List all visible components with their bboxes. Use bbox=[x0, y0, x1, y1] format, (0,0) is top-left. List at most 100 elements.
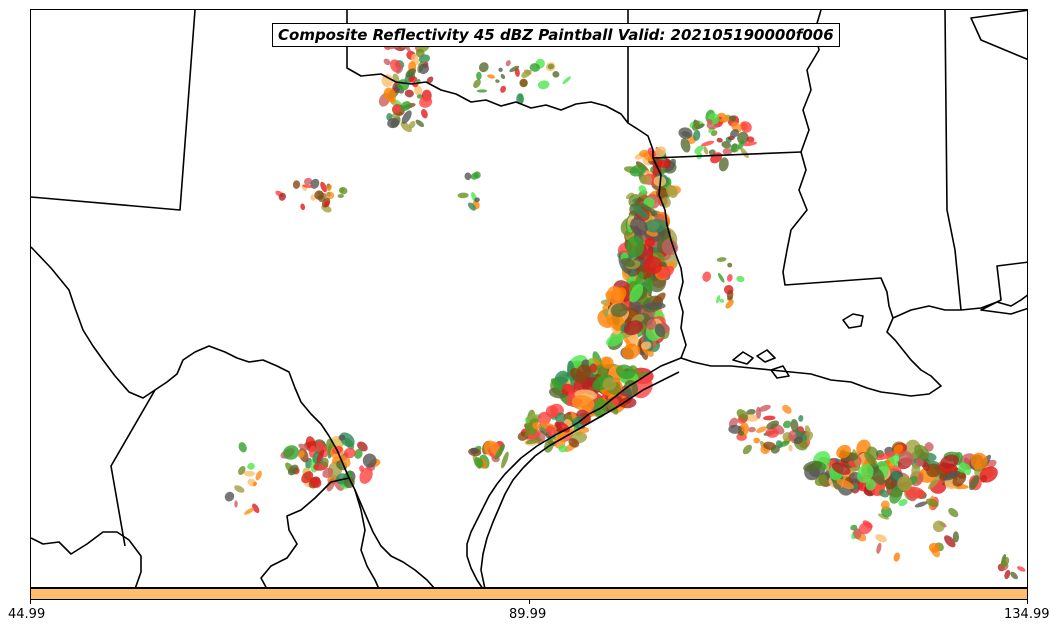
reflectivity-blob bbox=[746, 136, 755, 143]
reflectivity-blob bbox=[550, 378, 563, 391]
reflectivity-blob bbox=[693, 129, 701, 141]
reflectivity-blob bbox=[519, 78, 528, 88]
reflectivity-blob bbox=[1016, 566, 1026, 572]
colorbar-tick bbox=[529, 600, 530, 604]
reflectivity-blob bbox=[716, 257, 727, 262]
reflectivity-blob bbox=[1010, 571, 1018, 580]
reflectivity-blob bbox=[252, 481, 257, 487]
reflectivity-blob bbox=[646, 319, 657, 330]
reflectivity-blob bbox=[788, 444, 793, 452]
reflectivity-blob bbox=[326, 184, 332, 192]
reflectivity-paintballs bbox=[224, 35, 1026, 580]
reflectivity-blob bbox=[728, 115, 737, 122]
reflectivity-blob bbox=[865, 479, 876, 491]
reflectivity-blob bbox=[464, 172, 472, 181]
colorbar bbox=[30, 588, 1028, 600]
reflectivity-blob bbox=[814, 474, 828, 486]
reflectivity-blob bbox=[525, 437, 543, 445]
reflectivity-blob bbox=[630, 217, 648, 236]
reflectivity-blob bbox=[303, 177, 313, 186]
reflectivity-blob bbox=[495, 79, 500, 83]
reflectivity-blob bbox=[702, 271, 712, 282]
reflectivity-blob bbox=[665, 158, 676, 172]
reflectivity-blob bbox=[915, 457, 924, 467]
reflectivity-blob bbox=[601, 356, 614, 369]
reflectivity-blob bbox=[473, 79, 481, 88]
reflectivity-blob bbox=[545, 405, 559, 418]
reflectivity-blob bbox=[853, 528, 862, 540]
reflectivity-blob bbox=[589, 363, 598, 373]
reflectivity-blob bbox=[392, 103, 401, 114]
reflectivity-blob bbox=[624, 379, 639, 396]
reflectivity-blob bbox=[730, 143, 740, 153]
reflectivity-blob bbox=[606, 399, 619, 415]
reflectivity-blob bbox=[297, 450, 305, 458]
reflectivity-blob bbox=[383, 87, 397, 102]
reflectivity-blob bbox=[494, 444, 505, 460]
state-border-nw bbox=[31, 10, 196, 211]
reflectivity-blob bbox=[562, 76, 571, 85]
reflectivity-blob bbox=[658, 159, 669, 169]
reflectivity-blob bbox=[793, 436, 803, 445]
reflectivity-blob bbox=[426, 76, 434, 84]
map-canvas bbox=[31, 10, 1027, 587]
reflectivity-blob bbox=[948, 508, 959, 518]
reflectivity-blob bbox=[878, 489, 889, 498]
reflectivity-blob bbox=[1000, 556, 1010, 568]
reflectivity-blob bbox=[283, 445, 300, 460]
reflectivity-blob bbox=[505, 60, 511, 67]
map-panel: Composite Reflectivity 45 dBZ Paintball … bbox=[30, 9, 1028, 588]
reflectivity-blob bbox=[629, 164, 647, 177]
reflectivity-blob bbox=[870, 466, 885, 486]
reflectivity-blob bbox=[524, 428, 532, 438]
reflectivity-blob bbox=[726, 289, 734, 301]
louisiana-coast bbox=[680, 294, 1027, 397]
reflectivity-blob bbox=[339, 186, 348, 195]
reflectivity-blob bbox=[621, 343, 641, 360]
texas-coast bbox=[466, 357, 682, 587]
reflectivity-blob bbox=[726, 274, 733, 282]
reflectivity-blob bbox=[287, 464, 299, 476]
state-border-tx-la bbox=[652, 150, 687, 359]
louisiana-lakes bbox=[842, 313, 864, 329]
reflectivity-blob bbox=[247, 462, 255, 470]
reflectivity-blob bbox=[875, 451, 896, 461]
reflectivity-blob bbox=[537, 80, 550, 90]
texas-barrier-islands bbox=[480, 371, 680, 587]
reflectivity-blob bbox=[615, 364, 636, 380]
reflectivity-blob bbox=[244, 507, 255, 515]
reflectivity-blob bbox=[643, 256, 663, 275]
reflectivity-blob bbox=[706, 118, 713, 125]
reflectivity-blob bbox=[970, 452, 988, 470]
reflectivity-blob bbox=[716, 137, 723, 143]
reflectivity-blob bbox=[626, 236, 645, 258]
reflectivity-blob bbox=[415, 119, 425, 127]
mexico-state-border-3 bbox=[260, 477, 350, 587]
reflectivity-blob bbox=[727, 262, 733, 268]
reflectivity-blob bbox=[666, 184, 678, 198]
reflectivity-blob bbox=[633, 205, 650, 220]
reflectivity-blob bbox=[418, 63, 430, 74]
reflectivity-blob bbox=[532, 422, 541, 430]
reflectivity-blob bbox=[558, 444, 568, 453]
reflectivity-blob bbox=[302, 184, 313, 189]
reflectivity-blob bbox=[474, 457, 484, 469]
reflectivity-blob bbox=[470, 447, 478, 455]
reflectivity-blob bbox=[404, 89, 414, 98]
reflectivity-blob bbox=[891, 471, 900, 480]
reflectivity-blob bbox=[719, 298, 725, 303]
reflectivity-blob bbox=[546, 425, 557, 437]
colorbar-tick bbox=[1027, 600, 1028, 604]
reflectivity-blob bbox=[736, 409, 749, 421]
reflectivity-blob bbox=[354, 448, 363, 459]
reflectivity-blob bbox=[898, 450, 914, 467]
reflectivity-blob bbox=[224, 491, 235, 502]
reflectivity-blob bbox=[238, 466, 246, 475]
colorbar-tick-label-min: 44.99 bbox=[8, 607, 46, 622]
reflectivity-blob bbox=[400, 121, 412, 133]
reflectivity-blob bbox=[500, 73, 506, 80]
reflectivity-blob bbox=[623, 320, 644, 336]
reflectivity-blob bbox=[400, 101, 412, 111]
reflectivity-blob bbox=[606, 333, 624, 347]
reflectivity-blob bbox=[401, 110, 412, 124]
